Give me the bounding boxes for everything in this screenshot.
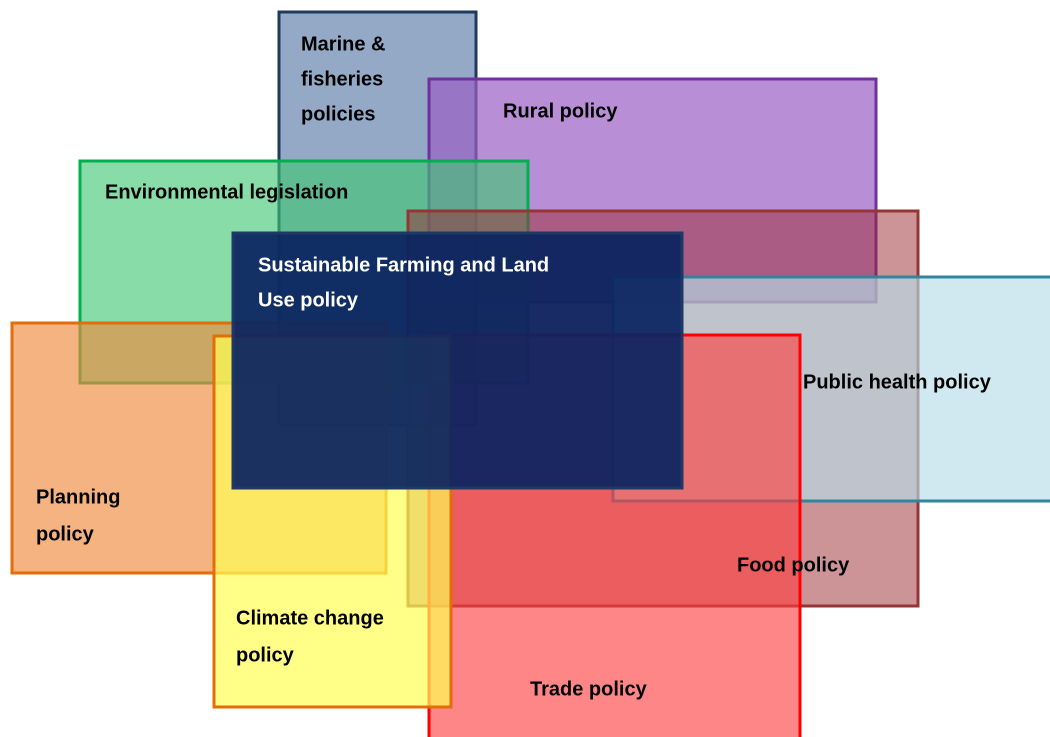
labels: Marine & fisheries policies Rural policy Env… [36, 33, 992, 700]
policy-label: policy [236, 644, 295, 666]
policy-label: Environmental legislation [105, 181, 348, 203]
policy-label: Public health policy [803, 371, 992, 393]
policy-label: policies [301, 103, 375, 125]
policy-label: Marine & [301, 33, 385, 55]
boxes [10, 10, 1050, 737]
policy-label: policy [36, 523, 95, 545]
policy-label: fisheries [301, 68, 383, 90]
policy-label: Sustainable Farming and Land [258, 254, 549, 276]
policy-box [231, 231, 684, 490]
policy-label: Trade policy [530, 678, 648, 700]
policy-label: Use policy [258, 289, 359, 311]
policy-label: Rural policy [503, 100, 618, 122]
policy-label: Planning [36, 486, 120, 508]
policy-label: Climate change [236, 607, 384, 629]
policy-label: Food policy [737, 554, 850, 576]
